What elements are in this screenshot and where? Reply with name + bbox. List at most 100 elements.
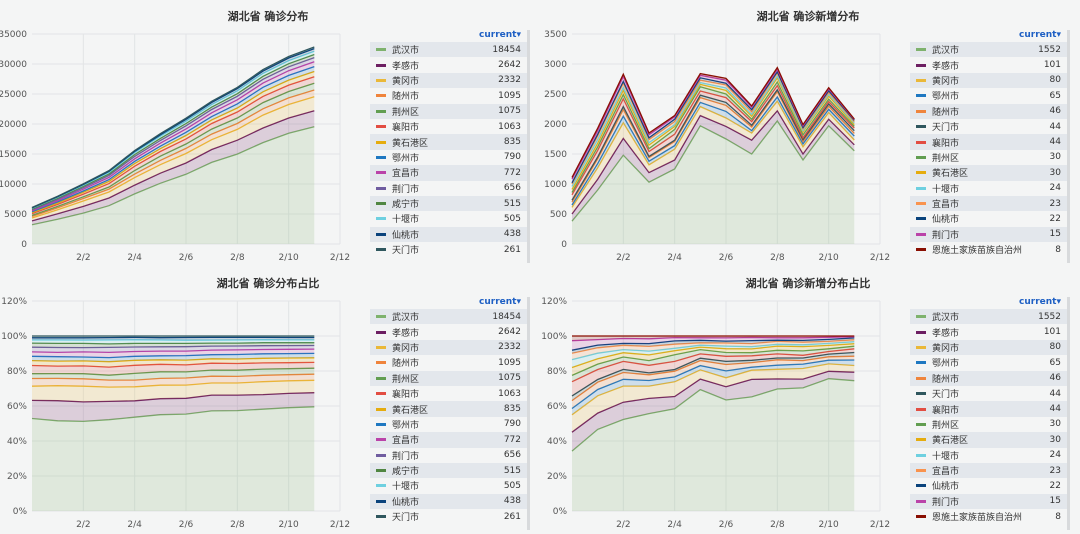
legend-item[interactable]: 黄石港区 835 (370, 134, 527, 150)
legend-current-value: 656 (503, 183, 521, 194)
legend-item[interactable]: 荆门市 656 (370, 448, 527, 463)
series-area (32, 90, 315, 218)
legend-item[interactable]: 黄冈市 80 (910, 72, 1067, 89)
legend-sort-current-button[interactable]: current▾ (1019, 30, 1061, 40)
legend-item[interactable]: 襄阳市 1063 (370, 386, 527, 401)
legend-new-confirmed[interactable]: current▾ 武汉市 1552 孝感市 101 黄冈市 80 鄂州市 65 随州市 46 天门市… (910, 30, 1070, 263)
legend-item[interactable]: 黄石港区 30 (910, 165, 1067, 181)
legend-item[interactable]: 鄂州市 65 (910, 88, 1067, 103)
legend-item[interactable]: 武汉市 18454 (370, 309, 527, 325)
legend-sort-current-button[interactable]: current▾ (1019, 297, 1061, 307)
legend-item[interactable]: 荆州区 30 (910, 417, 1067, 432)
series-line (31, 89, 315, 218)
legend-item[interactable]: 黄石港区 30 (910, 432, 1067, 448)
legend-new-confirmed-share[interactable]: current▾ 武汉市 1552 孝感市 101 黄冈市 80 鄂州市 65 随州市 46 天门市… (910, 297, 1070, 530)
panel-confirmed-share: 湖北省 确诊分布占比 0% 20% 40% 60% 80% 100% 120% 2/2 2/4 2… (0, 267, 540, 534)
legend-item[interactable]: 鄂州市 65 (910, 355, 1067, 370)
legend-item[interactable]: 十堰市 505 (370, 478, 527, 493)
legend-confirmed[interactable]: current▾ 武汉市 18454 孝感市 2642 黄冈市 2332 随州市 1095 荆州… (370, 30, 530, 263)
legend-item[interactable]: 鄂州市 790 (370, 417, 527, 432)
legend-item[interactable]: 宜昌市 23 (910, 462, 1067, 479)
legend-swatch (376, 94, 386, 98)
legend-current-value: 15 (1049, 496, 1061, 507)
legend-series-name: 仙桃市 (392, 230, 420, 241)
legend-item[interactable]: 天门市 44 (910, 119, 1067, 134)
y-tick-label: 0% (13, 507, 28, 517)
legend-item[interactable]: 十堰市 24 (910, 448, 1067, 463)
legend-swatch (916, 248, 926, 252)
legend-item[interactable]: 十堰市 505 (370, 211, 527, 226)
chart-title: 湖北省 确诊分布占比 (216, 277, 320, 290)
y-tick-label: 1000 (544, 180, 567, 190)
legend-item[interactable]: 咸宁市 515 (370, 195, 527, 212)
legend-current-value: 1552 (1038, 44, 1061, 55)
legend-item[interactable]: 荆门市 15 (910, 226, 1067, 243)
legend-item[interactable]: 仙桃市 22 (910, 478, 1067, 493)
legend-item[interactable]: 天门市 44 (910, 386, 1067, 401)
legend-item[interactable]: 孝感市 2642 (370, 324, 527, 339)
legend-item[interactable]: 武汉市 1552 (910, 309, 1067, 325)
legend-item[interactable]: 黄冈市 2332 (370, 339, 527, 356)
legend-item[interactable]: 仙桃市 22 (910, 211, 1067, 226)
series-area (572, 371, 855, 452)
legend-current-value: 44 (1049, 404, 1061, 415)
legend-current-value: 1552 (1038, 311, 1061, 322)
legend-item[interactable]: 黄石港区 835 (370, 401, 527, 417)
legend-item[interactable]: 孝感市 101 (910, 324, 1067, 339)
legend-item[interactable]: 宜昌市 772 (370, 165, 527, 181)
legend-series-name: 襄阳市 (932, 138, 960, 149)
legend-item[interactable]: 随州市 1095 (370, 88, 527, 103)
legend-item[interactable]: 恩施土家族苗族自治州 8 (910, 509, 1067, 524)
y-tick-label: 120% (541, 297, 567, 307)
legend-item[interactable]: 随州市 46 (910, 370, 1067, 386)
legend-item[interactable]: 荆州区 1075 (370, 103, 527, 119)
legend-item[interactable]: 天门市 261 (370, 242, 527, 257)
legend-item[interactable]: 恩施土家族苗族自治州 8 (910, 242, 1067, 257)
series-line (31, 53, 315, 210)
legend-swatch (376, 453, 386, 457)
legend-item[interactable]: 襄阳市 44 (910, 134, 1067, 150)
legend-item[interactable]: 孝感市 101 (910, 57, 1067, 72)
series-area (572, 360, 855, 415)
legend-item[interactable]: 荆州区 1075 (370, 370, 527, 386)
legend-current-value: 835 (503, 137, 521, 148)
legend-item[interactable]: 仙桃市 438 (370, 226, 527, 243)
legend-current-value: 1075 (498, 373, 521, 384)
series-line (31, 348, 315, 354)
legend-item[interactable]: 仙桃市 438 (370, 493, 527, 510)
legend-confirmed-share[interactable]: current▾ 武汉市 18454 孝感市 2642 黄冈市 2332 随州市 1095 荆州… (370, 297, 530, 530)
legend-item[interactable]: 咸宁市 515 (370, 462, 527, 479)
legend-current-value: 30 (1049, 419, 1061, 430)
legend-item[interactable]: 鄂州市 790 (370, 150, 527, 165)
legend-item[interactable]: 襄阳市 1063 (370, 119, 527, 134)
legend-item[interactable]: 荆门市 656 (370, 181, 527, 196)
legend-item[interactable]: 随州市 46 (910, 103, 1067, 119)
legend-item[interactable]: 黄冈市 80 (910, 339, 1067, 356)
legend-item[interactable]: 荆州区 30 (910, 150, 1067, 165)
legend-series-name: 黄石港区 (932, 436, 969, 447)
series-line (31, 379, 315, 388)
legend-item[interactable]: 武汉市 18454 (370, 42, 527, 58)
legend-item[interactable]: 天门市 261 (370, 509, 527, 524)
series-line (571, 70, 855, 184)
legend-item[interactable]: 宜昌市 23 (910, 195, 1067, 212)
legend-item[interactable]: 武汉市 1552 (910, 42, 1067, 58)
panel-confirmed: 湖北省 确诊分布 0 5000 10000 15000 20000 25000 30000 3… (0, 0, 540, 267)
legend-item[interactable]: 黄冈市 2332 (370, 72, 527, 89)
legend-item[interactable]: 襄阳市 44 (910, 401, 1067, 417)
legend-current-value: 23 (1049, 198, 1061, 209)
legend-item[interactable]: 十堰市 24 (910, 181, 1067, 196)
legend-swatch (916, 515, 926, 519)
legend-swatch (916, 392, 926, 396)
legend-sort-current-button[interactable]: current▾ (479, 297, 521, 307)
legend-item[interactable]: 随州市 1095 (370, 355, 527, 370)
y-tick-label: 100% (541, 332, 567, 342)
area-chart-new-confirmed-share: 0% 20% 40% 60% 80% 100% 120% 2/2 2/4 2/6 2/8 2/10 2/… (541, 297, 890, 530)
legend-item[interactable]: 孝感市 2642 (370, 57, 527, 72)
series-line (571, 76, 855, 190)
legend-item[interactable]: 宜昌市 772 (370, 432, 527, 448)
legend-sort-current-button[interactable]: current▾ (479, 30, 521, 40)
legend-swatch (376, 484, 386, 488)
legend-current-value: 438 (503, 496, 521, 507)
legend-item[interactable]: 荆门市 15 (910, 493, 1067, 510)
